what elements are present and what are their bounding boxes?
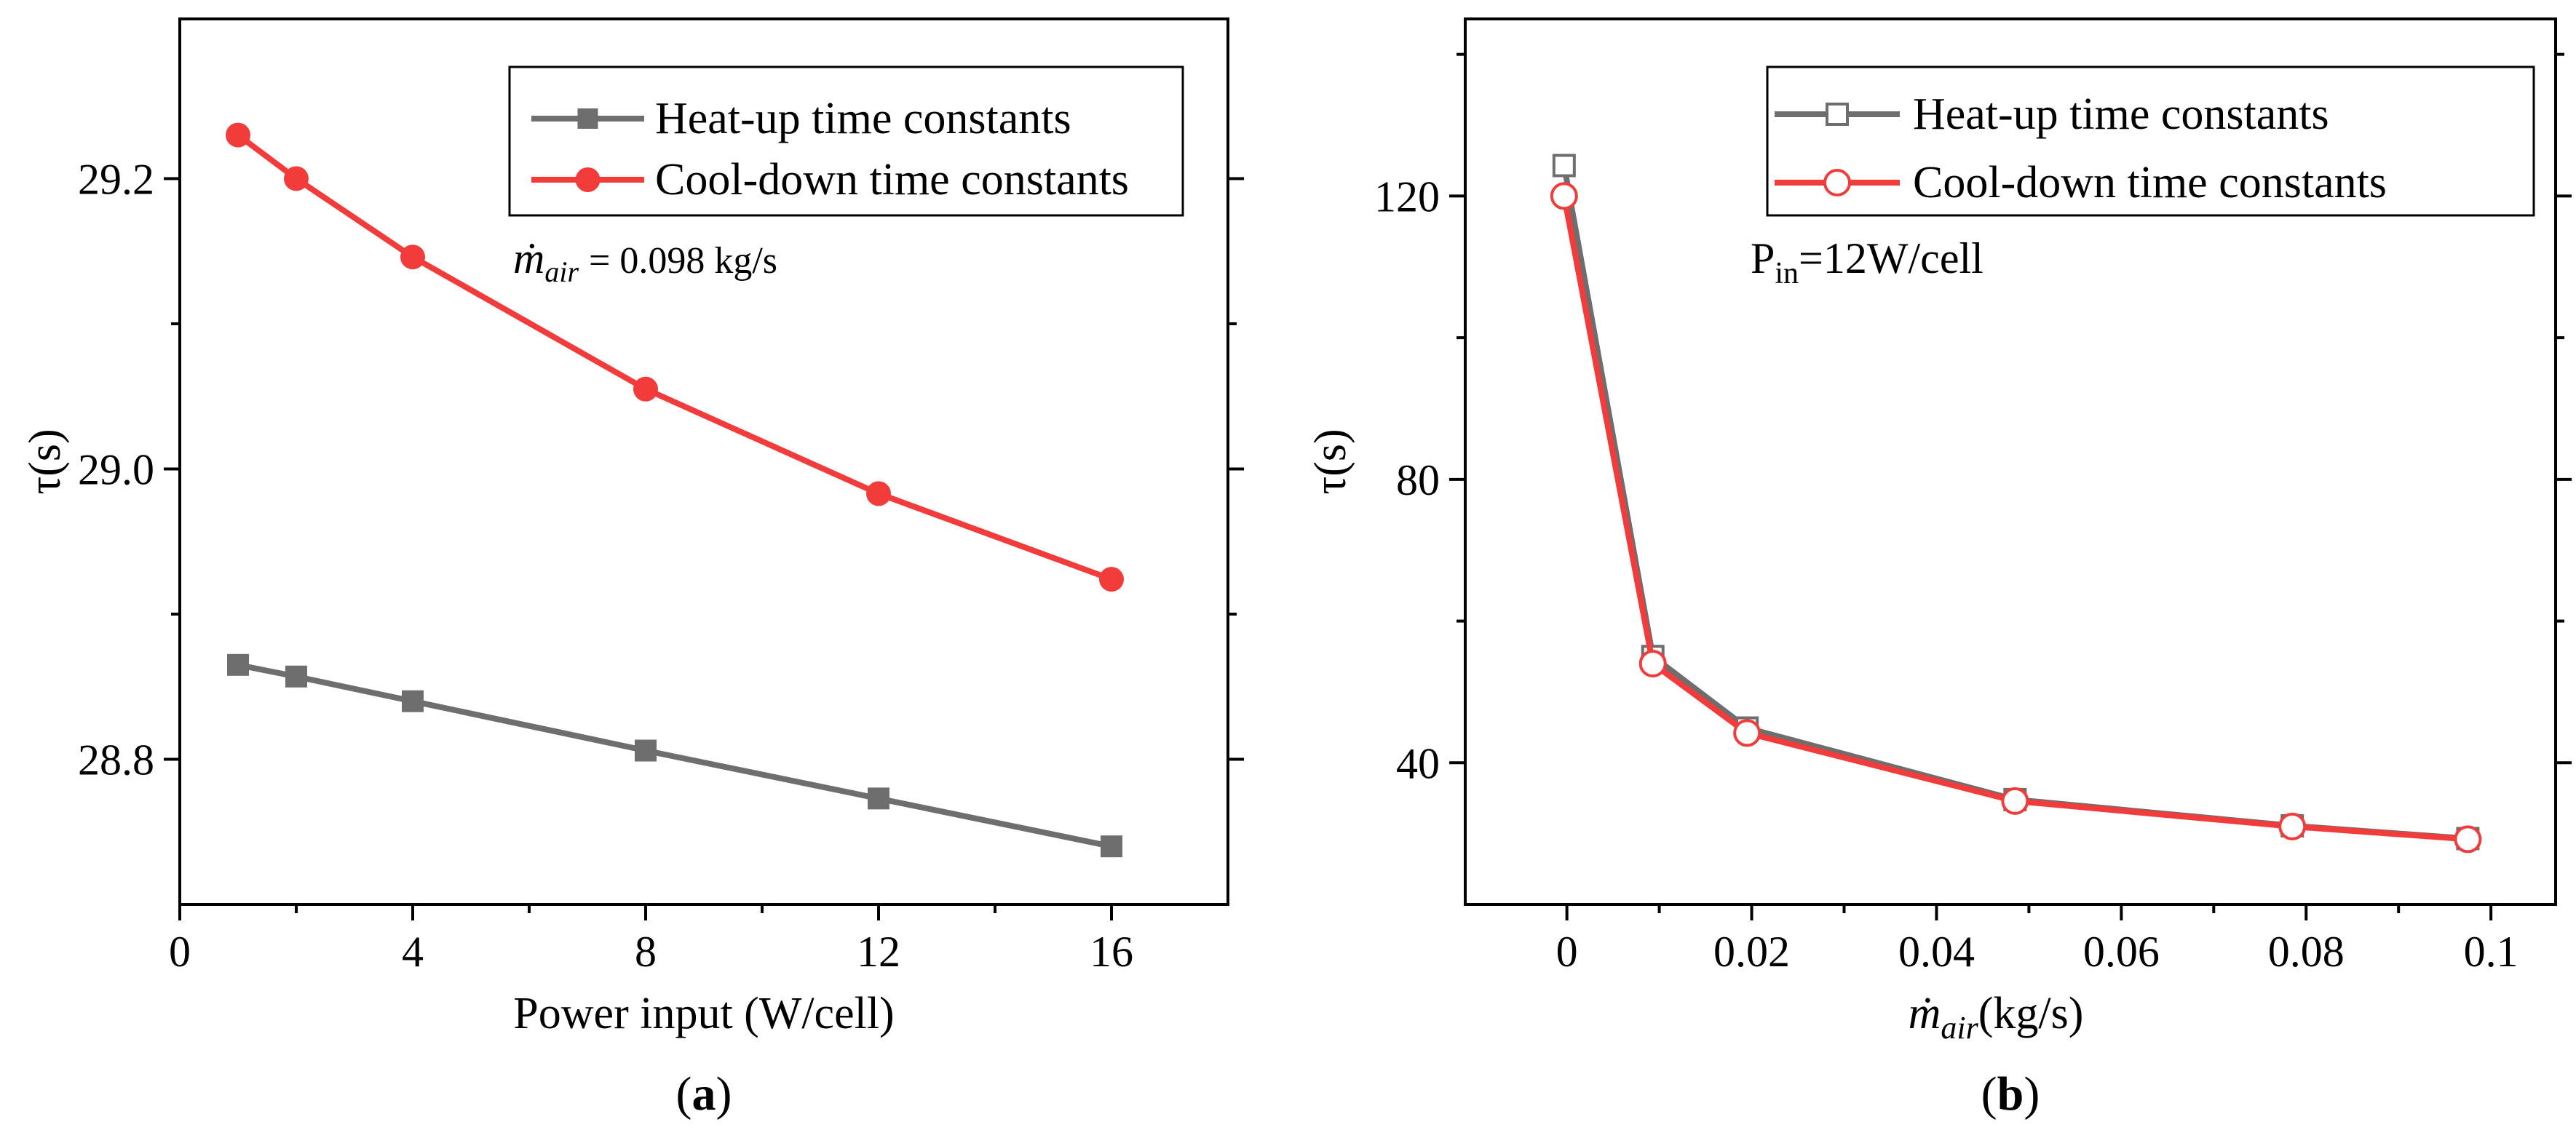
annotation-value: =12W/cell xyxy=(1799,234,1983,282)
x-tick-label: 0.02 xyxy=(1713,928,1790,976)
legend-box xyxy=(1766,65,2535,217)
legend-entry: Heat-up time constants xyxy=(1913,89,2329,139)
panel-a: 0 4 8 12 16 28.8 29.0 29.2 Power input (W/cell) τ… xyxy=(20,17,1244,1121)
data-point-circle xyxy=(2454,825,2482,854)
panel-label-letter: b xyxy=(1997,1067,2024,1121)
legend: Heat-up time constants Cool-down time con… xyxy=(1766,65,2535,217)
x-axis-label-m: ṁ xyxy=(1909,989,1941,1038)
data-point-square xyxy=(635,739,657,762)
x-tick-label: 0.04 xyxy=(1898,928,1975,976)
panel-label: (b) xyxy=(1981,1067,2040,1121)
annotation: Pin=12W/cell xyxy=(1751,234,1983,290)
series-0 xyxy=(1552,154,2480,851)
y-axis-label: τ(s) xyxy=(20,429,70,494)
data-point-circle xyxy=(1638,649,1667,677)
annotation: ṁair = 0.098 kg/s xyxy=(513,234,777,288)
plot-frame xyxy=(1464,17,2557,906)
data-point-circle xyxy=(400,244,425,270)
legend-box xyxy=(508,65,1184,217)
x-axis-label: Power input (W/cell) xyxy=(513,989,894,1038)
x-tick-label: 0.06 xyxy=(2083,928,2160,976)
annotation-symbol: ṁ xyxy=(513,234,544,282)
data-point-circle xyxy=(633,376,658,402)
y-axis-label: τ(s) xyxy=(1306,429,1355,494)
y-tick-label: 120 xyxy=(1374,172,1440,220)
panel-b: 0 0.02 0.04 0.06 0.08 0.1 40 80 120 ṁair(kg/s) τ(s… xyxy=(1306,17,2572,1121)
data-point-square xyxy=(402,690,424,712)
x-tick-label: 16 xyxy=(1090,928,1133,976)
legend-entry: Heat-up time constants xyxy=(655,94,1071,143)
x-axis-label-unit: (kg/s) xyxy=(1978,989,2084,1038)
data-point-square xyxy=(285,665,307,688)
y-tick-label: 40 xyxy=(1396,739,1440,787)
y-tick-label: 80 xyxy=(1396,456,1440,504)
x-tick-label: 8 xyxy=(635,928,657,976)
annotation-subscript: air xyxy=(544,255,579,288)
panel-label: (a) xyxy=(676,1067,732,1121)
panel-label-letter: a xyxy=(692,1067,716,1121)
series-0 xyxy=(227,653,1122,858)
annotation-value: = 0.098 kg/s xyxy=(589,240,777,282)
x-tick-label: 12 xyxy=(857,928,900,976)
x-tick-label: 0.08 xyxy=(2268,928,2345,976)
annotation-symbol: P xyxy=(1751,234,1775,282)
panel-label-close: ) xyxy=(2024,1067,2040,1121)
series-line xyxy=(1561,164,2468,842)
x-tick-label: 0 xyxy=(169,928,191,976)
x-axis-label: ṁair(kg/s) xyxy=(1909,989,2084,1046)
data-point-circle xyxy=(1099,567,1124,592)
data-point-square xyxy=(227,653,249,676)
series-1 xyxy=(226,122,1124,592)
panel-label-open: ( xyxy=(1981,1067,1997,1121)
y-tick-label: 29.2 xyxy=(78,155,154,203)
panel-label-close: ) xyxy=(716,1067,732,1121)
annotation-subscript: in xyxy=(1775,257,1799,290)
data-point-circle xyxy=(1550,182,1578,210)
data-point-circle xyxy=(1733,719,1761,747)
data-point-square xyxy=(1101,835,1122,858)
data-point-square xyxy=(1552,154,1576,178)
data-point-circle xyxy=(2278,812,2307,840)
series-1 xyxy=(1550,182,2482,854)
y-tick-label: 28.8 xyxy=(78,736,154,784)
x-tick-label: 0.1 xyxy=(2464,928,2518,976)
data-point-square xyxy=(868,787,889,810)
legend-marker-square xyxy=(577,108,598,129)
y-tick-label: 29.0 xyxy=(78,445,154,493)
x-axis-label-sub: air xyxy=(1941,1010,1978,1046)
legend-marker-circle xyxy=(575,167,601,192)
data-point-circle xyxy=(2001,787,2029,815)
x-tick-label: 4 xyxy=(402,928,424,976)
legend-marker-circle xyxy=(1823,169,1851,196)
legend: Heat-up time constants Cool-down time con… xyxy=(508,65,1184,217)
data-point-circle xyxy=(226,122,250,148)
series-line xyxy=(237,661,1112,850)
data-point-circle xyxy=(866,481,891,506)
data-point-circle xyxy=(284,166,309,191)
legend-marker-square xyxy=(1826,103,1849,126)
plot-frame xyxy=(178,17,1229,906)
series-line xyxy=(1561,195,2468,843)
legend-entry: Cool-down time constants xyxy=(655,155,1129,204)
legend-entry: Cool-down time constants xyxy=(1913,158,2387,207)
panel-label-open: ( xyxy=(676,1067,692,1121)
x-tick-label: 0 xyxy=(1556,928,1578,976)
